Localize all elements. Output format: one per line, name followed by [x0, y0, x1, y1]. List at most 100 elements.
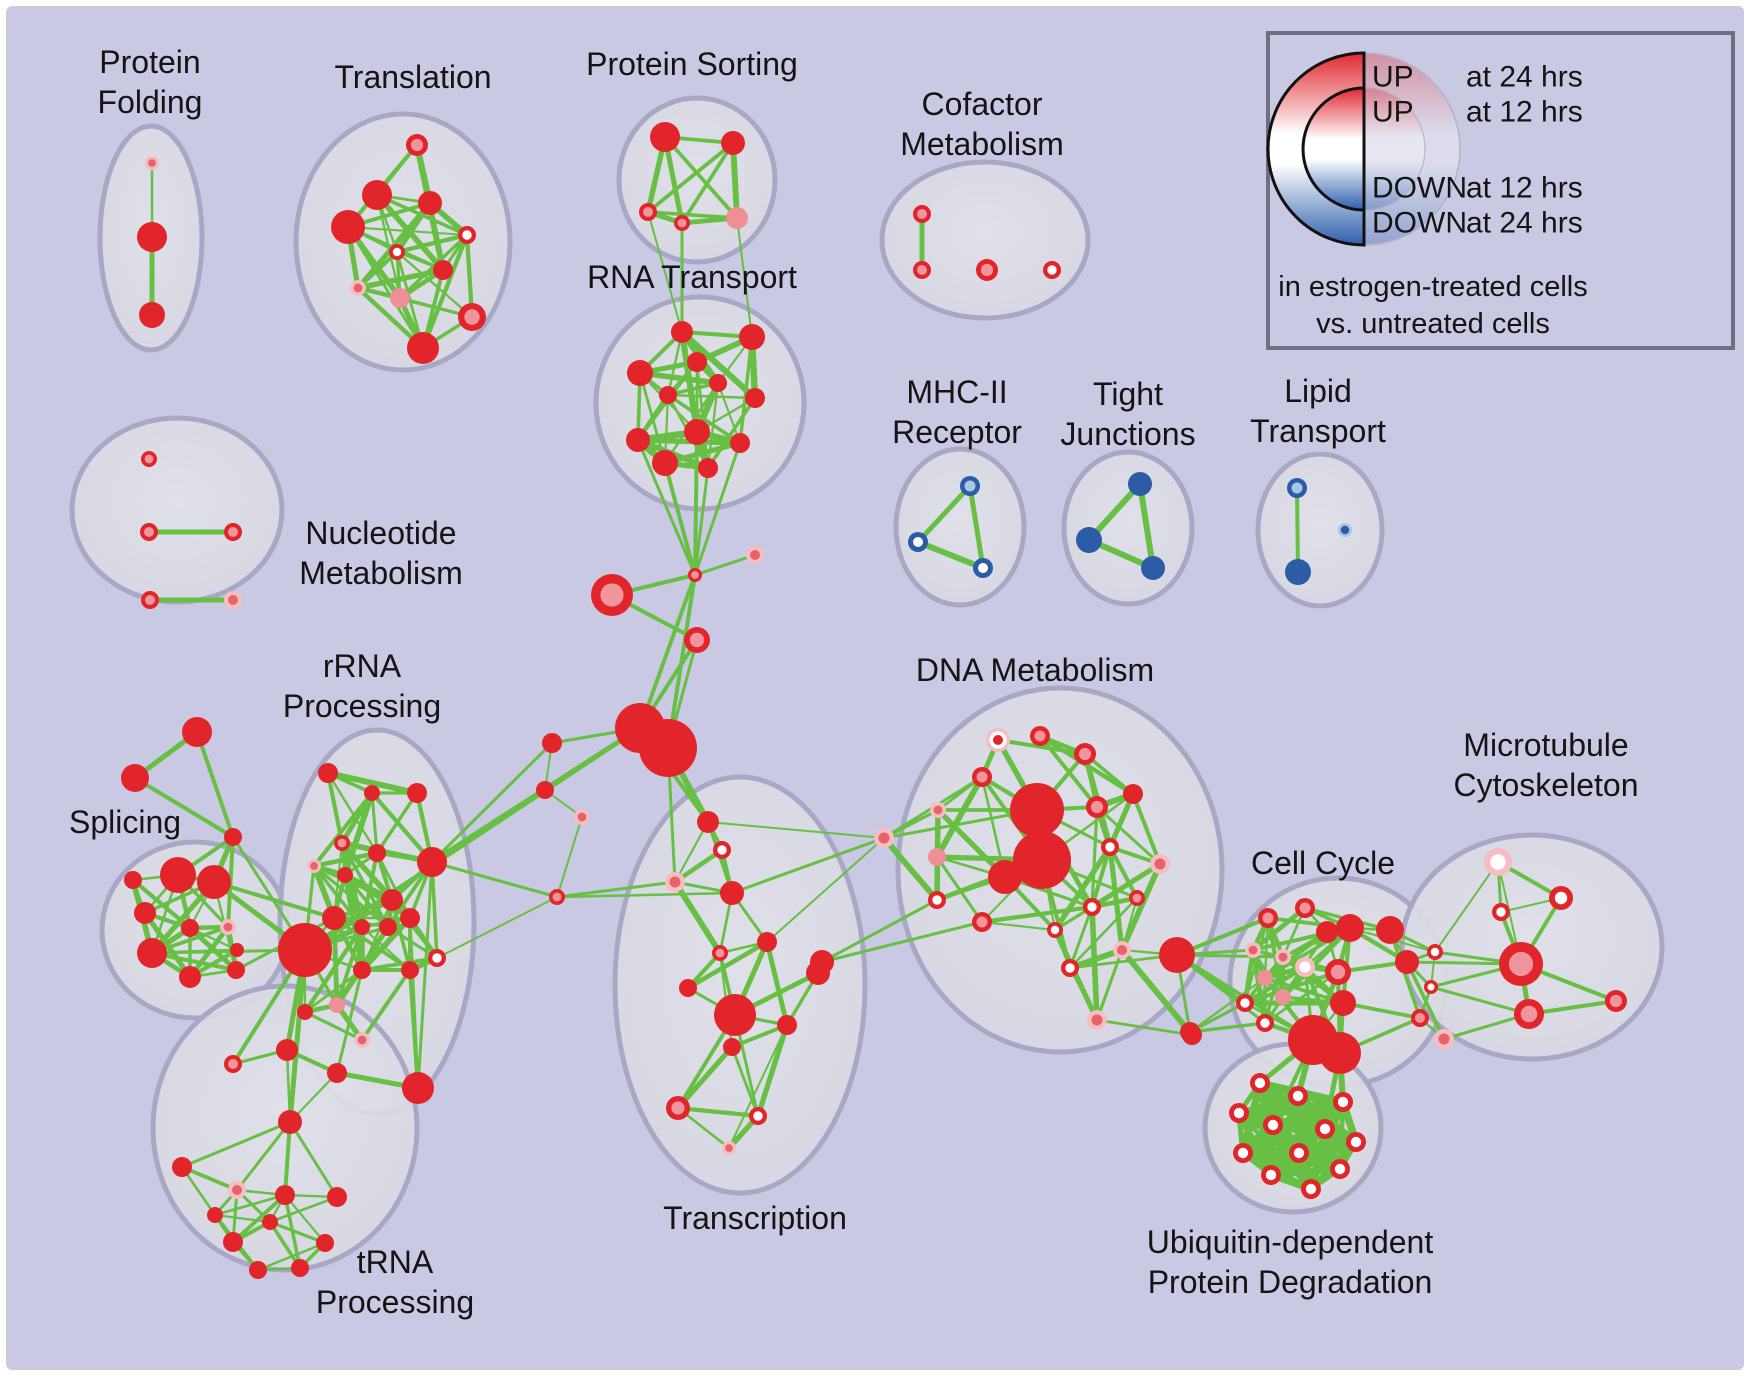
- node-red-icon: [224, 828, 242, 846]
- mesh-edge-tr: [420, 232, 470, 351]
- node-white-icon: [1305, 1183, 1317, 1195]
- node-red-icon: [639, 719, 697, 777]
- cluster-label-mh: MHC-II Receptor: [892, 374, 1022, 450]
- node-redring-icon: [1609, 994, 1623, 1008]
- node-red-icon: [1336, 914, 1364, 942]
- node-redring-icon: [643, 207, 653, 217]
- node-pinkring-icon: [1091, 1014, 1103, 1026]
- legend-halfcircle-icon: [1301, 86, 1366, 212]
- node-red-icon: [278, 923, 332, 977]
- mesh-edge-cc: [1263, 976, 1345, 1005]
- cluster-label-rt: RNA Transport: [587, 259, 797, 295]
- node-red-icon: [1159, 937, 1195, 973]
- node-pinkring-icon: [1438, 1033, 1450, 1045]
- node-red-icon: [297, 1004, 313, 1020]
- node-bluedot-icon: [1340, 525, 1350, 535]
- node-red-icon: [407, 783, 427, 803]
- node-red-icon: [418, 191, 442, 215]
- node-pinkring-icon: [1248, 945, 1258, 955]
- mesh-edge-dn: [1067, 947, 1125, 971]
- mesh-edge-cc: [1250, 905, 1308, 953]
- node-red-icon: [417, 847, 447, 877]
- cluster-label-mt: Microtubule Cytoskeleton: [1454, 727, 1639, 803]
- node-red-icon: [337, 867, 353, 883]
- node-redring-icon: [552, 892, 562, 902]
- node-red-icon: [402, 1072, 434, 1104]
- node-red-icon: [1180, 1022, 1200, 1042]
- node-red-icon: [182, 717, 212, 747]
- node-red-icon: [671, 321, 693, 343]
- cluster-labels: Protein Folding Translation Protein Sorting…: [69, 44, 1639, 1320]
- mesh-edge-rr: [311, 790, 375, 869]
- edge-mt: [1429, 985, 1531, 1016]
- link-edge: [303, 726, 642, 952]
- mesh-edge-rt: [637, 370, 721, 386]
- link-edge: [416, 860, 434, 1090]
- edge-tx: [555, 891, 734, 899]
- cluster-ellipse-cf: [879, 159, 1091, 321]
- node-red-icon: [353, 961, 371, 979]
- mesh-edge-dn: [1095, 1018, 1194, 1037]
- mesh-edge-dn: [1120, 896, 1139, 952]
- cluster-ellipse-rt: [593, 294, 807, 512]
- node-redring-icon: [600, 583, 624, 607]
- cluster-ellipse-ps: [616, 95, 778, 265]
- node-red-icon: [627, 360, 653, 386]
- node-red-icon: [137, 222, 167, 252]
- node-pinkring-icon: [750, 550, 760, 560]
- mesh-edge-rr: [325, 770, 420, 796]
- mesh-edge-ps: [730, 140, 740, 221]
- node-red-icon: [1316, 921, 1338, 943]
- node-red-icon: [542, 733, 562, 753]
- mesh-edge-dn: [1095, 805, 1162, 866]
- node-redring-icon: [677, 218, 687, 228]
- mesh-edge-dn: [996, 738, 1087, 756]
- node-redring-icon: [1090, 800, 1104, 814]
- node-pinkring-icon: [148, 159, 156, 167]
- mesh-edge-ps: [646, 141, 735, 214]
- edge-dn: [820, 898, 939, 964]
- mesh-edge-ub: [1235, 1098, 1347, 1117]
- edge-sp: [195, 730, 235, 839]
- node-redring-icon: [144, 527, 154, 537]
- link-edge: [736, 217, 753, 338]
- node-white-icon: [1260, 1018, 1270, 1028]
- mesh-edge-ps: [680, 141, 735, 225]
- node-red-icon: [697, 811, 719, 833]
- node-white-icon: [932, 895, 942, 905]
- node-white-icon: [392, 247, 402, 257]
- node-white-icon: [1087, 902, 1097, 912]
- legend-state-label: DOWN: [1372, 172, 1467, 205]
- mesh-edge-tx: [730, 1045, 760, 1118]
- node-pinkring-icon: [232, 1185, 242, 1195]
- node-redring-icon: [1330, 964, 1346, 980]
- node-pinkring-icon: [357, 1035, 367, 1045]
- mesh-edge-rr: [303, 1010, 364, 1042]
- node-red-icon: [197, 865, 231, 899]
- node-pinkwhite-icon: [1299, 961, 1311, 973]
- node-red-icon: [723, 1038, 741, 1056]
- node-red-icon: [160, 857, 196, 893]
- node-redring-icon: [691, 571, 699, 579]
- node-red-icon: [139, 302, 165, 328]
- node-pinkwhite-icon: [1490, 854, 1506, 870]
- node-pinkring-icon: [725, 1144, 733, 1152]
- node-white-icon: [1254, 1077, 1266, 1089]
- node-pinkring-icon: [353, 283, 363, 293]
- mesh-edge-cc: [1341, 1001, 1422, 1020]
- node-pinkring-icon: [577, 812, 587, 822]
- legend-time-label: at 12 hrs: [1466, 96, 1583, 129]
- mesh-edge-rr: [359, 915, 413, 973]
- node-red-icon: [379, 918, 397, 936]
- mesh-edge-dn: [1089, 844, 1113, 910]
- mesh-edge-rr: [375, 791, 419, 855]
- node-pink-icon: [329, 997, 345, 1013]
- node-redring-icon: [980, 263, 994, 277]
- mesh-edge-tx: [675, 1105, 761, 1119]
- node-white-icon: [1240, 998, 1250, 1008]
- node-red-icon: [536, 781, 554, 799]
- edge-cc: [1188, 1001, 1247, 1034]
- node-redring-icon: [1034, 730, 1046, 742]
- mesh-edge-tx: [675, 1044, 735, 1111]
